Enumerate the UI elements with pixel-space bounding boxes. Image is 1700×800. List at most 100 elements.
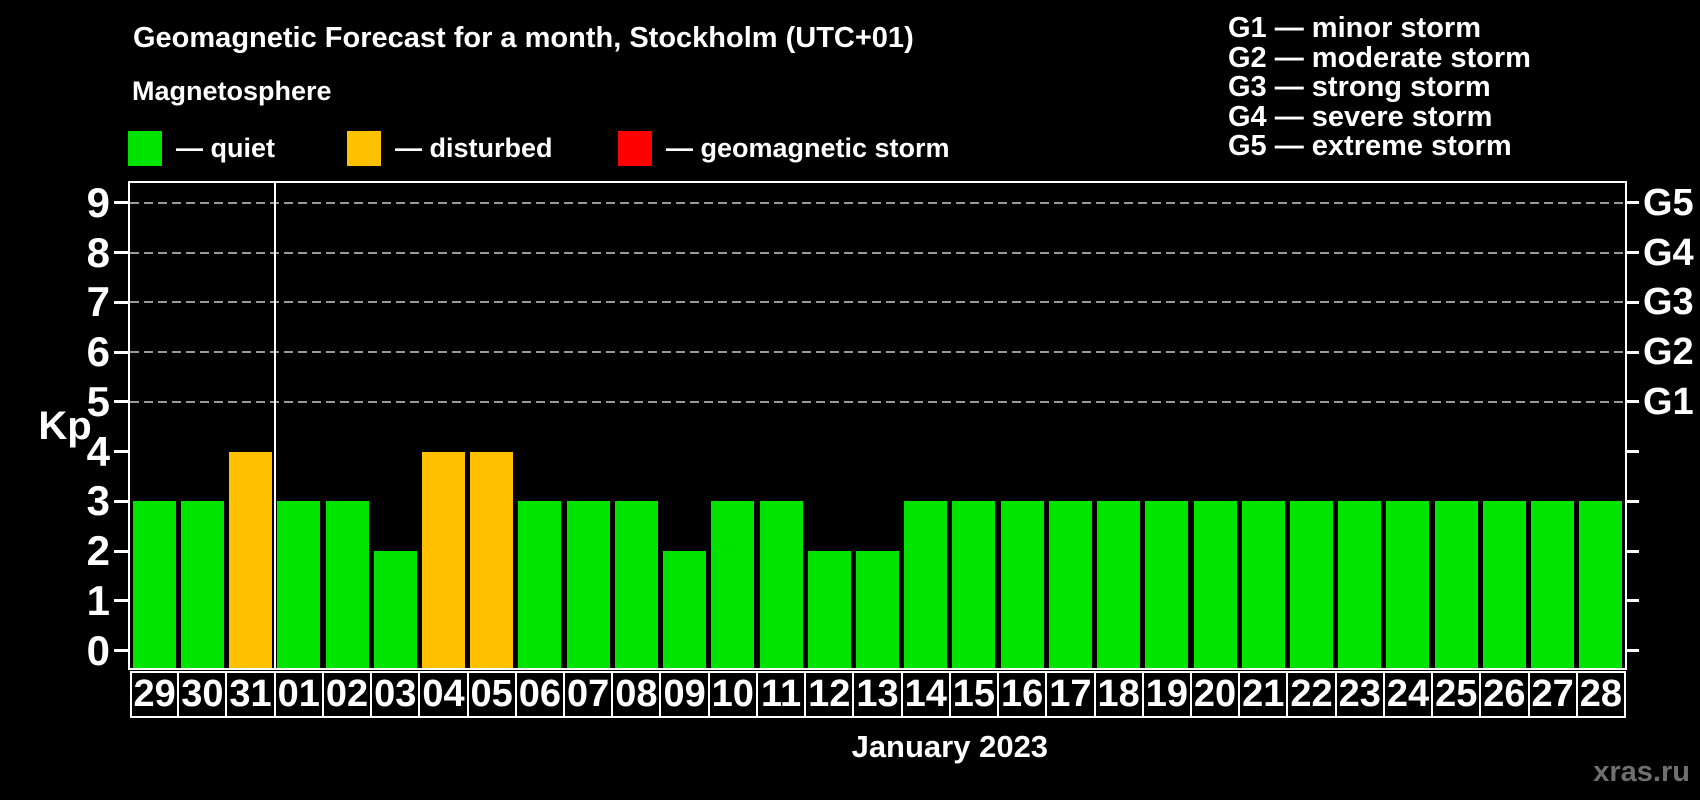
day-label-16: 16: [997, 671, 1048, 718]
quiet-legend-label: — quiet: [176, 133, 275, 163]
day-label-28: 28: [1575, 671, 1626, 718]
y-tick-right-2: [1625, 549, 1639, 553]
month-separator-line: [273, 183, 276, 668]
day-label-03: 03: [370, 671, 421, 718]
y-tick-right-0: [1625, 649, 1639, 653]
g2-legend-line: G2 — moderate storm: [1228, 41, 1531, 74]
y-tick-left-0: [114, 649, 128, 653]
kp-bar-01: [277, 501, 321, 668]
kp-bar-17: [1048, 501, 1092, 668]
y-tick-right-4: [1625, 450, 1639, 454]
day-label-12: 12: [804, 671, 855, 718]
chart-subtitle: Magnetosphere: [132, 76, 332, 106]
y-tick-label-0: 0: [86, 626, 110, 674]
y-tick-left-3: [114, 499, 128, 503]
kp-bar-10: [711, 501, 755, 668]
watermark: xras.ru: [1593, 756, 1690, 788]
kp-bar-06: [518, 501, 562, 668]
kp-bar-24: [1386, 501, 1430, 668]
plot-area: 0 1 2 3 4 5 6 7 8 9 G1 G2 G3 G4 G5: [87, 181, 1694, 671]
gridline-kp-9: [130, 201, 1625, 204]
day-label-10: 10: [707, 671, 758, 718]
day-label-27: 27: [1527, 671, 1578, 718]
kp-bar-07: [566, 501, 610, 668]
day-label-07: 07: [563, 671, 614, 718]
kp-bar-29: [132, 501, 176, 668]
kp-bar-03: [373, 551, 417, 668]
g-label-G5: G5: [1643, 181, 1694, 224]
month-label: January 2023: [851, 729, 1049, 764]
gridline-kp-8: [130, 251, 1625, 254]
g-label-G3: G3: [1643, 281, 1694, 324]
kp-bar-22: [1290, 501, 1334, 668]
g3-legend-line: G3 — strong storm: [1228, 71, 1491, 104]
kp-state-legend: — quiet — disturbed — geomagnetic storm: [0, 131, 1700, 166]
day-label-11: 11: [755, 671, 807, 718]
y-tick-left-1: [114, 599, 128, 603]
plot-border: [128, 181, 1627, 670]
y-tick-label-2: 2: [86, 527, 110, 575]
gridline-kp-6: [130, 351, 1625, 354]
day-label-29: 29: [130, 671, 180, 718]
y-tick-left-7: [114, 300, 128, 304]
g-label-G1: G1: [1643, 380, 1694, 423]
kp-bar-31: [229, 451, 273, 668]
gridline-kp-7: [130, 301, 1625, 304]
day-label-06: 06: [514, 671, 566, 718]
y-tick-right-8: [1625, 251, 1639, 255]
y-tick-right-5: [1625, 400, 1639, 404]
day-label-21: 21: [1238, 671, 1289, 718]
day-label-13: 13: [852, 671, 903, 718]
y-tick-label-6: 6: [86, 328, 110, 376]
kp-bar-02: [325, 501, 369, 668]
y-tick-left-2: [114, 549, 128, 553]
kp-bar-23: [1338, 501, 1382, 668]
kp-bar-27: [1531, 501, 1575, 668]
y-tick-right-1: [1625, 599, 1639, 603]
g-label-G2: G2: [1643, 331, 1694, 374]
y-tick-label-4: 4: [86, 427, 110, 475]
y-tick-left-9: [114, 201, 128, 205]
day-label-row: 29 30 31 01 02 03 04 05 06 07 08 09 10 11 12 13 14 15 16 17…: [130, 671, 1626, 718]
kp-bar-25: [1434, 501, 1478, 668]
kp-bar-19: [1145, 501, 1189, 668]
disturbed-legend-label: — disturbed: [395, 133, 553, 163]
y-tick-right-7: [1625, 300, 1639, 304]
y-tick-label-5: 5: [86, 377, 110, 425]
day-label-23: 23: [1334, 671, 1385, 718]
y-tick-left-8: [114, 251, 128, 255]
day-label-25: 25: [1431, 671, 1482, 718]
kp-bar-28: [1579, 501, 1623, 668]
kp-bar-30: [180, 501, 224, 668]
kp-bar-09: [663, 551, 707, 668]
g1-legend-line: G1 — minor storm: [1228, 12, 1481, 44]
y-tick-label-1: 1: [86, 576, 110, 624]
day-label-09: 09: [659, 671, 710, 718]
day-label-18: 18: [1093, 671, 1144, 718]
kp-bar-26: [1482, 501, 1526, 668]
kp-bar-18: [1097, 501, 1141, 668]
y-tick-label-8: 8: [86, 228, 110, 276]
g-scale-legend: G1 — minor storm G2 — moderate storm G3 …: [1228, 12, 1531, 162]
day-label-22: 22: [1286, 671, 1337, 718]
kp-bar-20: [1193, 501, 1237, 668]
y-tick-left-5: [114, 400, 128, 404]
kp-bar-05: [470, 451, 514, 668]
kp-bar-16: [1000, 501, 1044, 668]
kp-bar-13: [856, 551, 899, 668]
day-label-05: 05: [466, 671, 517, 718]
kp-bar-08: [614, 501, 658, 668]
day-label-19: 19: [1141, 671, 1192, 718]
storm-legend-label: — geomagnetic storm: [666, 133, 950, 163]
day-label-14: 14: [900, 671, 951, 718]
day-label-30: 30: [177, 671, 228, 718]
y-tick-label-9: 9: [86, 178, 110, 226]
y-tick-right-9: [1625, 201, 1639, 205]
day-label-02: 02: [321, 671, 373, 718]
kp-bar-12: [807, 551, 851, 668]
y-tick-left-4: [114, 450, 128, 454]
g4-legend-line: G4 — severe storm: [1228, 100, 1493, 133]
day-label-26: 26: [1479, 671, 1530, 718]
y-tick-right-3: [1625, 499, 1639, 503]
disturbed-swatch-icon: [347, 131, 381, 166]
